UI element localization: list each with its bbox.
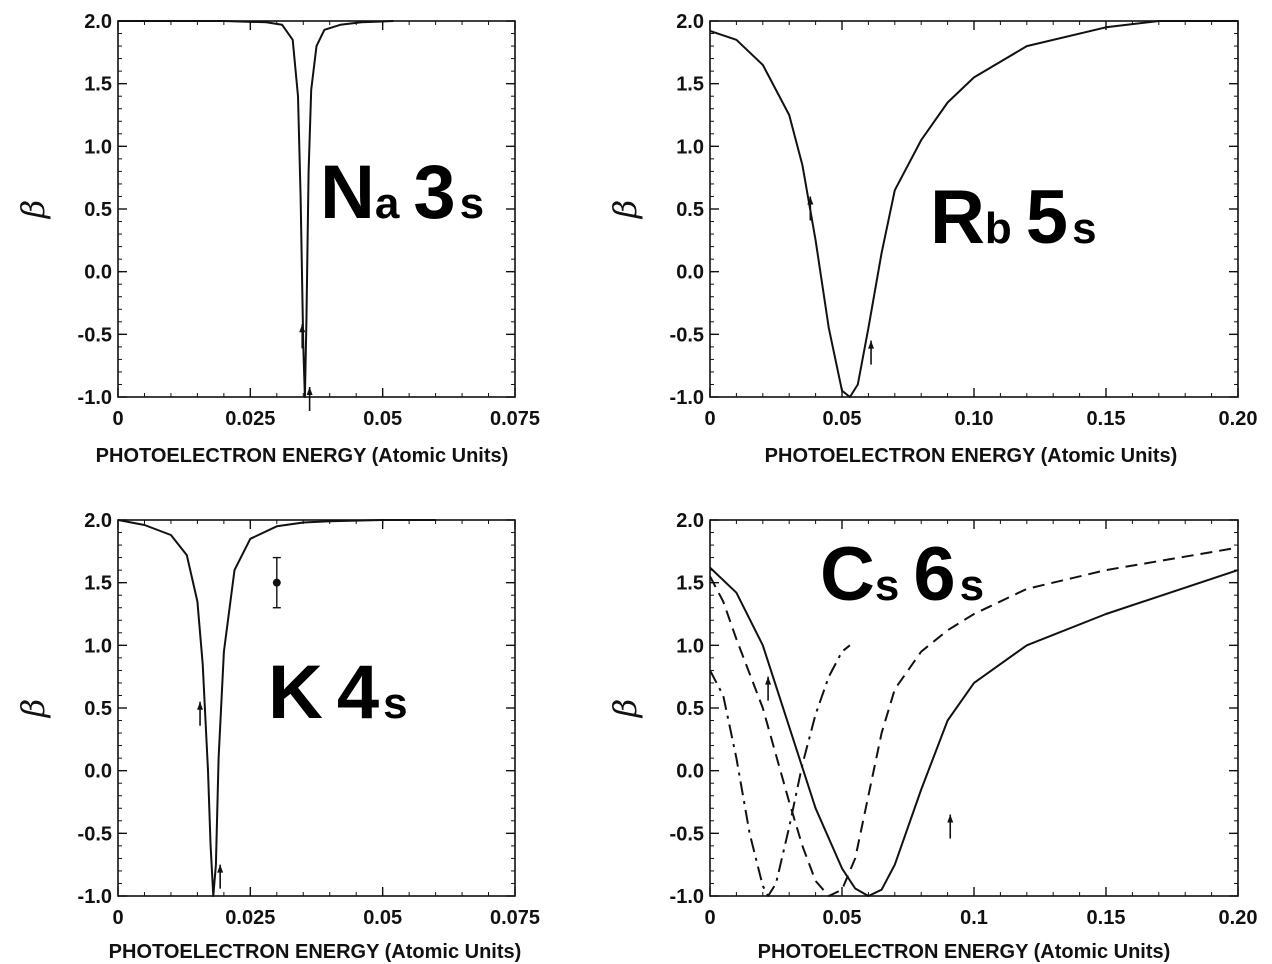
series-line-solid xyxy=(118,519,436,897)
y-tick-label: 0.5 xyxy=(676,199,704,221)
panel-label: K 4s xyxy=(268,650,408,735)
x-axis-label: PHOTOELECTRON ENERGY (Atomic Units) xyxy=(765,445,1178,467)
y-tick-label: 1.0 xyxy=(676,136,704,158)
panel-label-element-small: s xyxy=(875,561,899,610)
y-tick-label: -0.5 xyxy=(670,823,704,845)
chart-panel-1: -1.0 -0.5 0.0 0.5 1.0 1.5 2.0 0 0.025 0.05 0.075 PH… xyxy=(14,11,540,467)
x-tick-label: 0.025 xyxy=(225,907,275,929)
arrow-head xyxy=(299,324,306,333)
chart-panel-3: -1.0 -0.5 0.0 0.5 1.0 1.5 2.0 0 0.025 0.05 0.075 PH… xyxy=(14,510,540,963)
x-tick-label: 0 xyxy=(704,907,715,929)
y-tick-label: -1.0 xyxy=(78,387,112,409)
series-line-solid xyxy=(710,20,1238,398)
panel-label-shell-small: s xyxy=(460,179,484,228)
arrow-head xyxy=(947,814,954,823)
panel-label-element-small: b xyxy=(985,204,1012,253)
series-line-dashdot xyxy=(710,644,851,897)
y-axis-label: β xyxy=(606,699,644,719)
y-tick-label: 0.5 xyxy=(84,698,112,720)
x-tick-label: 0.15 xyxy=(1087,907,1126,929)
y-tick-label: 0.5 xyxy=(84,199,112,221)
y-tick-label: -0.5 xyxy=(670,324,704,346)
y-tick-label: -1.0 xyxy=(670,387,704,409)
panel-label-element: C xyxy=(820,532,875,617)
panel-label-element: K xyxy=(268,650,323,735)
arrow-head xyxy=(197,701,204,710)
x-tick-label: 0 xyxy=(112,907,123,929)
series-line-solid xyxy=(118,20,394,398)
x-tick-label: 0.075 xyxy=(490,907,540,929)
panel-label-shell: 5 xyxy=(1026,175,1068,260)
panel-label-shell-small: s xyxy=(383,679,407,728)
arrow-head xyxy=(765,676,772,685)
panel-label-shell: 4 xyxy=(337,650,379,735)
x-tick-label: 0.05 xyxy=(363,907,402,929)
y-axis-label: β xyxy=(606,200,644,220)
x-axis-label: PHOTOELECTRON ENERGY (Atomic Units) xyxy=(96,445,509,467)
data-point xyxy=(272,578,281,587)
x-tick-label: 0 xyxy=(704,408,715,430)
x-tick-label: 0.1 xyxy=(960,907,988,929)
panel-label-element: R xyxy=(930,175,985,260)
panel-label-shell-small: s xyxy=(960,561,984,610)
panel-label: Na 3s xyxy=(320,150,484,235)
x-tick-label: 0.20 xyxy=(1219,408,1258,430)
y-tick-label: 2.0 xyxy=(676,510,704,532)
x-axis-label: PHOTOELECTRON ENERGY (Atomic Units) xyxy=(758,941,1171,963)
panel-label-shell: 3 xyxy=(413,150,455,235)
series-line-dashed xyxy=(710,546,1238,897)
arrow-head xyxy=(217,864,224,873)
y-axis-label: β xyxy=(14,200,52,220)
y-tick-label: 0.0 xyxy=(84,761,112,783)
chart-panel-4: -1.0 -0.5 0.0 0.5 1.0 1.5 2.0 0 0.05 0.1 0.15 0.20 P… xyxy=(606,510,1257,963)
y-axis-label: β xyxy=(14,699,52,719)
x-tick-label: 0.05 xyxy=(823,907,862,929)
y-tick-label: 2.0 xyxy=(84,11,112,33)
y-tick-label: -0.5 xyxy=(78,324,112,346)
x-tick-label: 0.20 xyxy=(1219,907,1258,929)
y-tick-label: 0.5 xyxy=(676,698,704,720)
y-tick-label: -1.0 xyxy=(670,886,704,908)
panel-label: Cs 6s xyxy=(820,532,984,617)
panel-label: Rb 5s xyxy=(930,175,1097,260)
x-tick-label: 0.075 xyxy=(490,408,540,430)
y-tick-label: 1.0 xyxy=(84,136,112,158)
arrow-head xyxy=(807,196,814,205)
x-tick-label: 0.10 xyxy=(955,408,994,430)
y-tick-label: 2.0 xyxy=(84,510,112,532)
series-line-solid xyxy=(710,566,1238,897)
x-tick-label: 0.15 xyxy=(1087,408,1126,430)
y-tick-label: 1.0 xyxy=(676,635,704,657)
y-tick-label: 1.5 xyxy=(84,573,112,595)
y-tick-label: 1.5 xyxy=(676,74,704,96)
y-tick-label: 0.0 xyxy=(676,262,704,284)
y-tick-label: 0.0 xyxy=(676,761,704,783)
panel-label-element: N xyxy=(320,150,375,235)
x-tick-label: 0.025 xyxy=(225,408,275,430)
x-tick-label: 0.05 xyxy=(823,408,862,430)
x-tick-label: 0 xyxy=(112,408,123,430)
y-tick-label: 0.0 xyxy=(84,262,112,284)
panel-label-shell: 6 xyxy=(913,532,955,617)
y-tick-label: 2.0 xyxy=(676,11,704,33)
y-tick-label: 1.0 xyxy=(84,635,112,657)
y-tick-label: -0.5 xyxy=(78,823,112,845)
x-axis-label: PHOTOELECTRON ENERGY (Atomic Units) xyxy=(109,941,522,963)
arrow-head xyxy=(868,340,875,349)
panel-label-element-small: a xyxy=(375,179,400,228)
x-tick-label: 0.05 xyxy=(363,408,402,430)
arrow-head xyxy=(306,386,313,395)
y-tick-label: 1.5 xyxy=(84,74,112,96)
chart-panel-2: -1.0 -0.5 0.0 0.5 1.0 1.5 2.0 0 0.05 0.10 0.15 0.20… xyxy=(606,11,1257,467)
y-tick-label: 1.5 xyxy=(676,573,704,595)
y-tick-label: -1.0 xyxy=(78,886,112,908)
panel-label-shell-small: s xyxy=(1072,204,1096,253)
